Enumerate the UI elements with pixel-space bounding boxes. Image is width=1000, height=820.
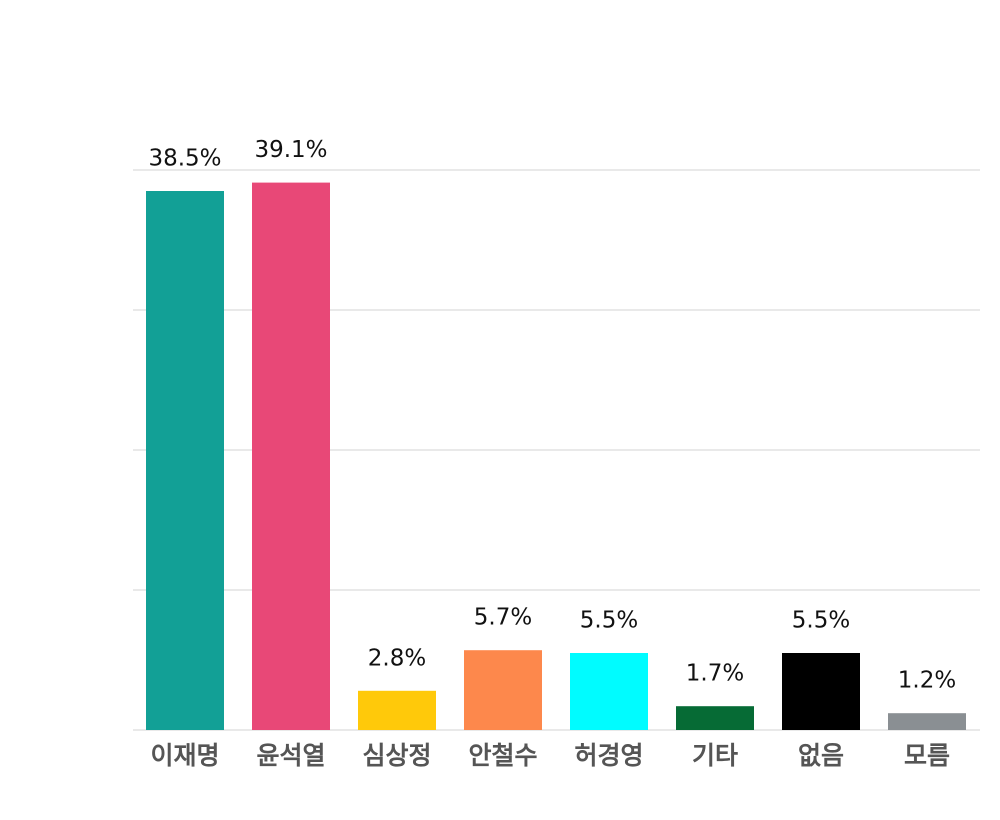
bar [676, 706, 754, 730]
x-tick-label: 모름 [904, 741, 950, 770]
value-label: 5.5% [580, 608, 638, 634]
bar [464, 650, 542, 730]
value-label: 38.5% [148, 146, 221, 172]
x-tick-label: 윤석열 [256, 741, 325, 770]
x-tick-label: 기타 [692, 741, 738, 770]
x-tick-label: 허경영 [574, 741, 643, 770]
x-tick-label: 안철수 [468, 741, 537, 770]
bar [570, 653, 648, 730]
value-label: 1.2% [898, 668, 956, 694]
bar [782, 653, 860, 730]
value-label: 1.7% [686, 661, 744, 687]
x-tick-label: 없음 [798, 741, 844, 770]
bar [146, 191, 224, 730]
value-label: 39.1% [254, 137, 327, 163]
x-tick-label: 이재명 [150, 741, 219, 770]
value-label: 2.8% [368, 645, 426, 671]
value-label: 5.5% [792, 608, 850, 634]
bar [252, 182, 330, 731]
value-label: 5.7% [474, 605, 532, 631]
bar [358, 690, 436, 730]
bar [888, 713, 966, 730]
x-tick-label: 심상정 [362, 741, 431, 770]
